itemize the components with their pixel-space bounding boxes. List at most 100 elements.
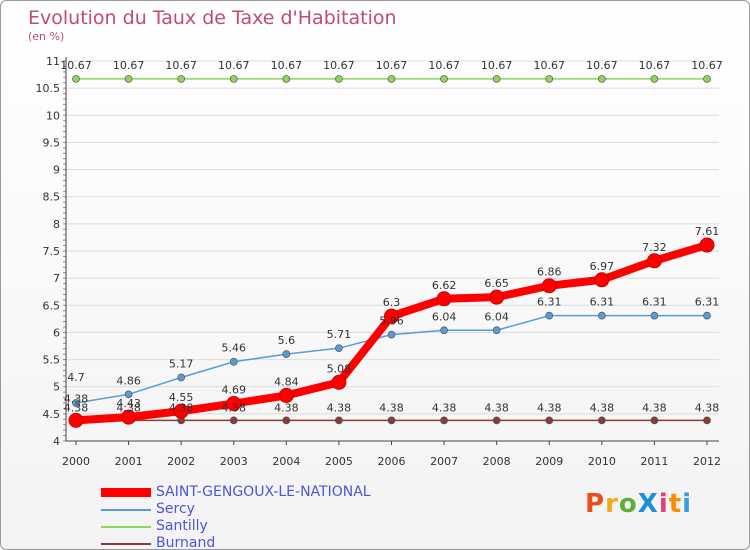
data-point-Sercy (335, 344, 343, 353)
data-point-Santilly (650, 75, 659, 83)
data-label: 5.17 (169, 357, 194, 370)
data-point-Sercy (72, 399, 80, 407)
legend-label: SAINT-GENGOUX-LE-NATIONAL (156, 484, 371, 500)
data-point-Santilly (124, 75, 133, 83)
data-point-Burnand (229, 416, 238, 425)
x-tick-label: 2001 (115, 455, 143, 468)
data-label: 4.43 (116, 397, 141, 410)
data-label: 6.3 (383, 296, 401, 309)
y-tick-label: 9 (53, 164, 60, 177)
x-tick-label: 2009 (535, 455, 563, 468)
data-point-Burnand (387, 416, 396, 425)
data-point-SAINT-GENGOUX-LE-NATIONAL (68, 412, 84, 428)
y-tick-label: 7 (53, 272, 60, 285)
data-point-Burnand (492, 416, 501, 425)
logo-letter: i (658, 489, 669, 519)
x-tick-label: 2003 (220, 455, 248, 468)
data-label: 7.32 (642, 241, 667, 254)
y-tick-label: 8.5 (43, 191, 61, 204)
data-label: 7.61 (695, 225, 720, 238)
data-label: 6.65 (484, 277, 509, 290)
data-point-Sercy (282, 350, 291, 358)
data-point-Santilly (229, 75, 238, 83)
y-tick-label: 8 (53, 218, 60, 231)
data-label: 6.97 (590, 260, 615, 273)
data-point-SAINT-GENGOUX-LE-NATIONAL (541, 278, 557, 294)
x-tick-label: 2004 (272, 455, 300, 468)
data-label: 5.71 (327, 328, 352, 341)
data-label: 10.67 (428, 59, 460, 72)
chart-title: Evolution du Taux de Taxe d'Habitation (28, 7, 397, 29)
data-label: 5.46 (222, 342, 247, 355)
x-tick-label: 2007 (430, 455, 458, 468)
data-point-SAINT-GENGOUX-LE-NATIONAL (646, 253, 662, 269)
y-tick-label: 10 (46, 109, 60, 122)
data-label: 4.38 (274, 401, 299, 414)
data-label: 4.38 (379, 401, 404, 414)
data-label: 4.38 (327, 401, 352, 414)
y-tick-label: 11 (46, 55, 60, 68)
data-point-Santilly (545, 75, 554, 83)
data-label: 6.04 (484, 310, 509, 323)
data-label: 4.38 (116, 401, 141, 414)
data-point-Burnand (440, 416, 448, 425)
data-point-Santilly (335, 75, 343, 83)
data-point-Sercy (229, 357, 238, 366)
data-label: 4.69 (222, 384, 247, 397)
data-point-Burnand (335, 416, 343, 425)
data-label: 5.96 (379, 315, 404, 328)
data-point-Santilly (177, 75, 186, 83)
data-label: 10.67 (376, 59, 408, 72)
legend-swatch (101, 543, 151, 545)
data-point-Sercy (650, 311, 659, 320)
y-tick-label: 6.5 (43, 299, 61, 312)
y-tick-label: 7.5 (43, 245, 61, 258)
data-label: 6.86 (537, 266, 562, 279)
data-label: 10.67 (60, 59, 92, 72)
data-point-Santilly (282, 75, 291, 83)
x-tick-label: 2010 (588, 455, 616, 468)
data-point-SAINT-GENGOUX-LE-NATIONAL (436, 291, 452, 307)
data-point-Santilly (440, 75, 448, 83)
data-point-Burnand (597, 416, 606, 425)
data-label: 4.38 (64, 401, 89, 414)
logo-letter: i (682, 489, 693, 519)
legend-label: Sercy (156, 501, 195, 517)
data-point-Burnand (650, 416, 659, 425)
data-label: 10.67 (218, 59, 250, 72)
legend-swatch (101, 488, 151, 497)
data-label: 4.38 (222, 401, 247, 414)
data-label: 4.38 (590, 401, 615, 414)
data-label: 10.67 (481, 59, 513, 72)
data-point-Santilly (387, 75, 396, 83)
data-label: 6.31 (695, 296, 720, 309)
data-point-Sercy (124, 390, 133, 399)
data-label: 4.38 (64, 392, 89, 405)
data-label: 10.67 (691, 59, 723, 72)
x-tick-label: 2011 (640, 455, 668, 468)
data-label: 6.31 (590, 296, 615, 309)
data-label: 10.67 (534, 59, 566, 72)
logo-letter: t (668, 489, 683, 519)
logo-letter: r (605, 489, 619, 519)
data-point-Sercy (492, 326, 501, 335)
logo-letter: o (618, 489, 638, 519)
logo-letter: P (585, 489, 606, 519)
y-tick-label: 5 (53, 381, 60, 394)
data-point-Sercy (545, 311, 554, 320)
x-tick-label: 2008 (483, 455, 511, 468)
data-label: 10.67 (323, 59, 355, 72)
data-point-Santilly (492, 75, 501, 83)
data-label: 10.67 (271, 59, 303, 72)
data-point-Santilly (703, 75, 711, 83)
data-label: 10.67 (639, 59, 671, 72)
y-tick-label: 5.5 (43, 354, 61, 367)
data-label: 10.67 (113, 59, 145, 72)
data-label: 6.04 (432, 310, 457, 323)
data-label: 4.38 (642, 401, 667, 414)
data-point-SAINT-GENGOUX-LE-NATIONAL (331, 374, 347, 390)
data-point-Sercy (440, 326, 448, 335)
data-point-Santilly (72, 75, 80, 83)
legend-label: Santilly (156, 518, 208, 534)
